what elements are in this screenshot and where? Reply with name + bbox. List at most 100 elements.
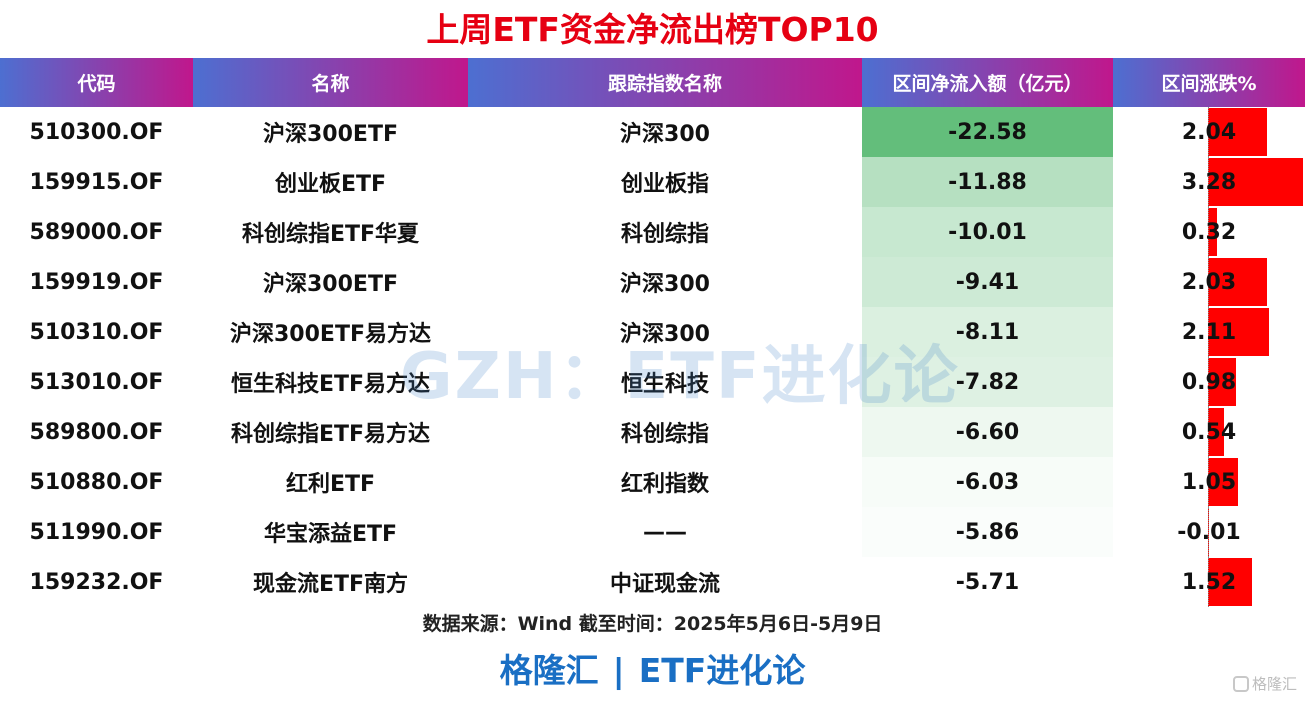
cell-change: 0.54 (1113, 407, 1305, 457)
change-bar (1208, 458, 1239, 506)
change-zero-line (1208, 157, 1209, 207)
cell-index: 恒生科技 (620, 372, 709, 397)
change-bar (1208, 558, 1253, 606)
table-body: 510300.OF 沪深300ETF 沪深300 -22.58 2.04 159915.O… (0, 107, 1305, 607)
table-row: 589800.OF 科创综指ETF易方达 科创综指 -6.60 0.54 (0, 407, 1305, 457)
cell-name: 沪深300ETF (263, 122, 398, 147)
cell-code: 510300.OF (29, 119, 164, 145)
change-value: 0.98 (1181, 369, 1237, 395)
cell-change: 2.04 (1113, 107, 1305, 157)
cell-index: 中证现金流 (609, 572, 720, 597)
column-header-code: 代码 (0, 58, 193, 107)
etf-outflow-table: 代码 名称 跟踪指数名称 区间净流入额（亿元） 区间涨跌% 510300.OF 沪… (0, 58, 1305, 607)
change-bar (1208, 158, 1303, 206)
cell-flow: -22.58 (862, 107, 1113, 157)
cell-code: 159232.OF (29, 569, 164, 595)
cell-index: 沪深300 (620, 322, 710, 347)
cell-change: 2.03 (1113, 257, 1305, 307)
change-bar (1208, 358, 1237, 406)
gelonghui-logo-icon (1232, 675, 1249, 692)
change-bar (1208, 408, 1224, 456)
change-value: 1.05 (1181, 469, 1237, 495)
cell-name: 现金流ETF南方 (252, 572, 409, 597)
change-value: 0.32 (1181, 219, 1237, 245)
change-bar (1208, 308, 1270, 356)
cell-code: 589800.OF (29, 419, 164, 445)
change-zero-line (1208, 207, 1209, 257)
brand-right: ETF进化论 (638, 651, 806, 690)
table-row: 510880.OF 红利ETF 红利指数 -6.03 1.05 (0, 457, 1305, 507)
cell-code: 510880.OF (29, 469, 164, 495)
table-row: 513010.OF 恒生科技ETF易方达 恒生科技 -7.82 0.98 (0, 357, 1305, 407)
cell-change: 1.52 (1113, 557, 1305, 607)
brand-footer: 格隆汇 | ETF进化论 (0, 646, 1305, 696)
cell-index: 沪深300 (620, 272, 710, 297)
change-zero-line (1208, 257, 1209, 307)
cell-flow: -8.11 (862, 307, 1113, 357)
cell-index: —— (643, 519, 687, 545)
chart-title: 上周ETF资金净流出榜TOP10 (426, 10, 879, 49)
cell-code: 511990.OF (29, 519, 164, 545)
change-value: 0.54 (1181, 419, 1237, 445)
cell-change: -0.01 (1113, 507, 1305, 557)
change-zero-line (1208, 557, 1209, 607)
cell-index: 红利指数 (620, 472, 709, 497)
column-header-change: 区间涨跌% (1113, 58, 1305, 107)
change-value: 2.04 (1181, 119, 1237, 145)
change-zero-line (1208, 457, 1209, 507)
table-row: 159232.OF 现金流ETF南方 中证现金流 -5.71 1.52 (0, 557, 1305, 607)
change-zero-line (1208, 407, 1209, 457)
cell-flow: -6.60 (862, 407, 1113, 457)
table-row: 159919.OF 沪深300ETF 沪深300 -9.41 2.03 (0, 257, 1305, 307)
change-bar (1208, 108, 1268, 156)
cell-change: 0.32 (1113, 207, 1305, 257)
change-value: 2.11 (1181, 319, 1237, 345)
cell-code: 510310.OF (29, 319, 164, 345)
cell-flow: -7.82 (862, 357, 1113, 407)
change-value: 2.03 (1181, 269, 1237, 295)
cell-index: 沪深300 (620, 122, 710, 147)
cell-change: 3.28 (1113, 157, 1305, 207)
change-zero-line (1208, 107, 1209, 157)
cell-index: 科创综指 (620, 222, 709, 247)
cell-code: 159919.OF (29, 269, 164, 295)
cell-name: 科创综指ETF易方达 (230, 422, 431, 447)
data-source-note: 数据来源：Wind 截至时间：2025年5月6日-5月9日 (422, 613, 883, 635)
change-zero-line (1208, 307, 1209, 357)
column-header-flow: 区间净流入额（亿元） (862, 58, 1113, 107)
cell-name: 沪深300ETF (263, 272, 398, 297)
change-bar (1208, 208, 1218, 256)
column-header-index: 跟踪指数名称 (468, 58, 862, 107)
change-bar (1208, 258, 1267, 306)
cell-index: 创业板指 (620, 172, 709, 197)
cell-name: 科创综指ETF华夏 (241, 222, 420, 247)
corner-logo-text: 格隆汇 (1251, 675, 1297, 693)
table-row: 510300.OF 沪深300ETF 沪深300 -22.58 2.04 (0, 107, 1305, 157)
change-value: 3.28 (1181, 169, 1237, 195)
column-header-name: 名称 (193, 58, 468, 107)
cell-change: 2.11 (1113, 307, 1305, 357)
table-row: 510310.OF 沪深300ETF易方达 沪深300 -8.11 2.11 (0, 307, 1305, 357)
table-row: 589000.OF 科创综指ETF华夏 科创综指 -10.01 0.32 (0, 207, 1305, 257)
cell-code: 159915.OF (29, 169, 164, 195)
cell-flow: -5.86 (862, 507, 1113, 557)
cell-flow: -5.71 (862, 557, 1113, 607)
cell-code: 589000.OF (29, 219, 164, 245)
table-header-row: 代码 名称 跟踪指数名称 区间净流入额（亿元） 区间涨跌% (0, 58, 1305, 107)
change-value: -0.01 (1177, 519, 1241, 545)
cell-name: 创业板ETF (274, 172, 387, 197)
cell-name: 红利ETF (285, 472, 376, 497)
cell-name: 华宝添益ETF (263, 522, 398, 547)
brand-left: 格隆汇 (499, 651, 599, 690)
cell-code: 513010.OF (29, 369, 164, 395)
cell-flow: -10.01 (862, 207, 1113, 257)
cell-flow: -6.03 (862, 457, 1113, 507)
table-row: 511990.OF 华宝添益ETF —— -5.86 -0.01 (0, 507, 1305, 557)
cell-change: 0.98 (1113, 357, 1305, 407)
cell-name: 恒生科技ETF易方达 (230, 372, 431, 397)
cell-name: 沪深300ETF易方达 (230, 322, 431, 347)
change-value: 1.52 (1181, 569, 1237, 595)
brand-separator: | (612, 651, 625, 690)
change-zero-line (1208, 357, 1209, 407)
change-zero-line (1208, 507, 1209, 557)
